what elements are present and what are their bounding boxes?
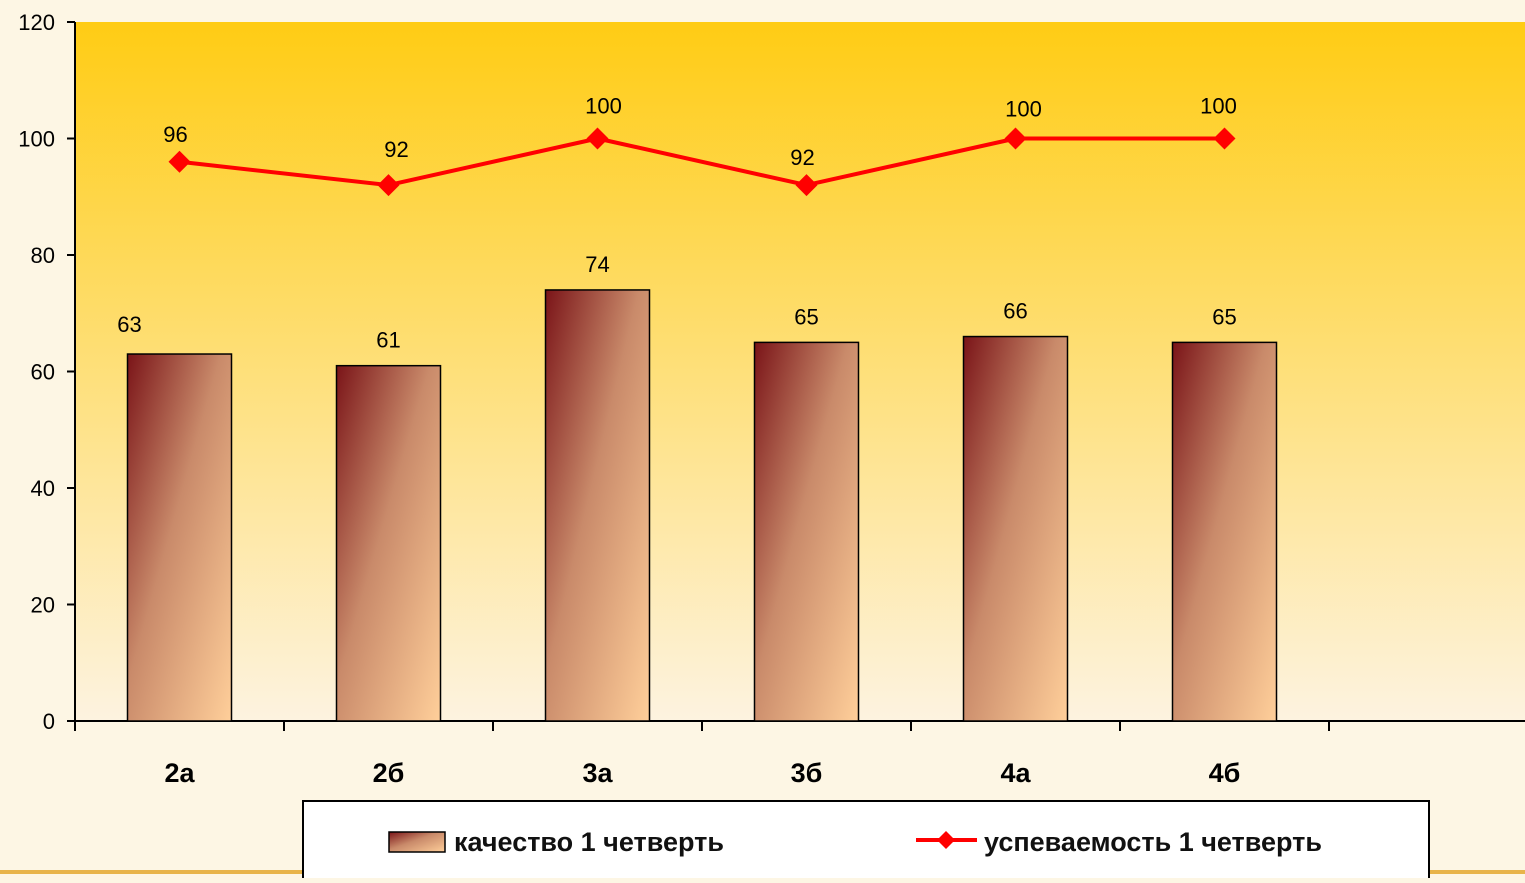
legend-line-label: успеваемость 1 четверть — [984, 827, 1322, 857]
x-category-label: 2б — [373, 758, 405, 788]
line-data-label: 100 — [585, 94, 622, 119]
y-tick-label: 80 — [31, 243, 55, 268]
line-data-label: 92 — [790, 145, 814, 170]
bar-data-label: 66 — [1003, 299, 1027, 324]
line-data-label: 92 — [384, 137, 408, 162]
line-data-label: 96 — [163, 122, 187, 147]
bar — [126, 353, 233, 722]
y-tick-label: 20 — [31, 593, 55, 618]
y-tick-label: 40 — [31, 476, 55, 501]
line-marker — [1004, 127, 1027, 150]
legend-bar-label: качество 1 четверть — [454, 827, 724, 857]
x-category-label: 2а — [164, 758, 195, 788]
x-category-label: 3б — [791, 758, 823, 788]
y-axis: 0 20 40 60 80 100 120 — [18, 10, 76, 734]
bar — [1171, 341, 1278, 722]
y-tick-label: 100 — [18, 127, 55, 152]
bar-data-label: 63 — [117, 312, 141, 337]
line-path — [179, 136, 1225, 188]
legend-bar-swatch — [388, 831, 446, 853]
bar-data-label: 65 — [794, 304, 818, 329]
line-series: 96 92 100 92 100 100 — [163, 94, 1237, 197]
bar-data-label: 74 — [585, 252, 609, 277]
x-category-label: 4а — [1000, 758, 1031, 788]
legend-box — [302, 800, 1430, 882]
bar — [544, 289, 651, 722]
x-category-label: 3а — [582, 758, 613, 788]
line-marker — [377, 174, 400, 197]
line-data-label: 100 — [1005, 97, 1042, 122]
line-data-label: 100 — [1200, 94, 1237, 119]
y-tick-label: 0 — [43, 709, 55, 734]
legend: качество 1 четверть успеваемость 1 четве… — [302, 800, 1430, 882]
bar-data-label: 65 — [1212, 304, 1236, 329]
line-marker — [1213, 127, 1236, 150]
legend-line-marker — [937, 831, 955, 849]
bar — [753, 341, 860, 722]
x-category-label: 4б — [1209, 758, 1241, 788]
bar-data-label: 61 — [376, 328, 400, 353]
line-marker — [586, 127, 609, 150]
bar — [335, 364, 442, 722]
y-tick-label: 60 — [31, 360, 55, 385]
y-tick-label: 120 — [18, 10, 55, 35]
bar-series: 63 61 74 65 66 65 — [117, 252, 1278, 722]
x-axis: 2а 2б 3а 3б 4а 4б — [74, 720, 1525, 788]
bar — [962, 335, 1069, 722]
line-marker — [795, 174, 818, 197]
line-marker — [168, 150, 191, 173]
